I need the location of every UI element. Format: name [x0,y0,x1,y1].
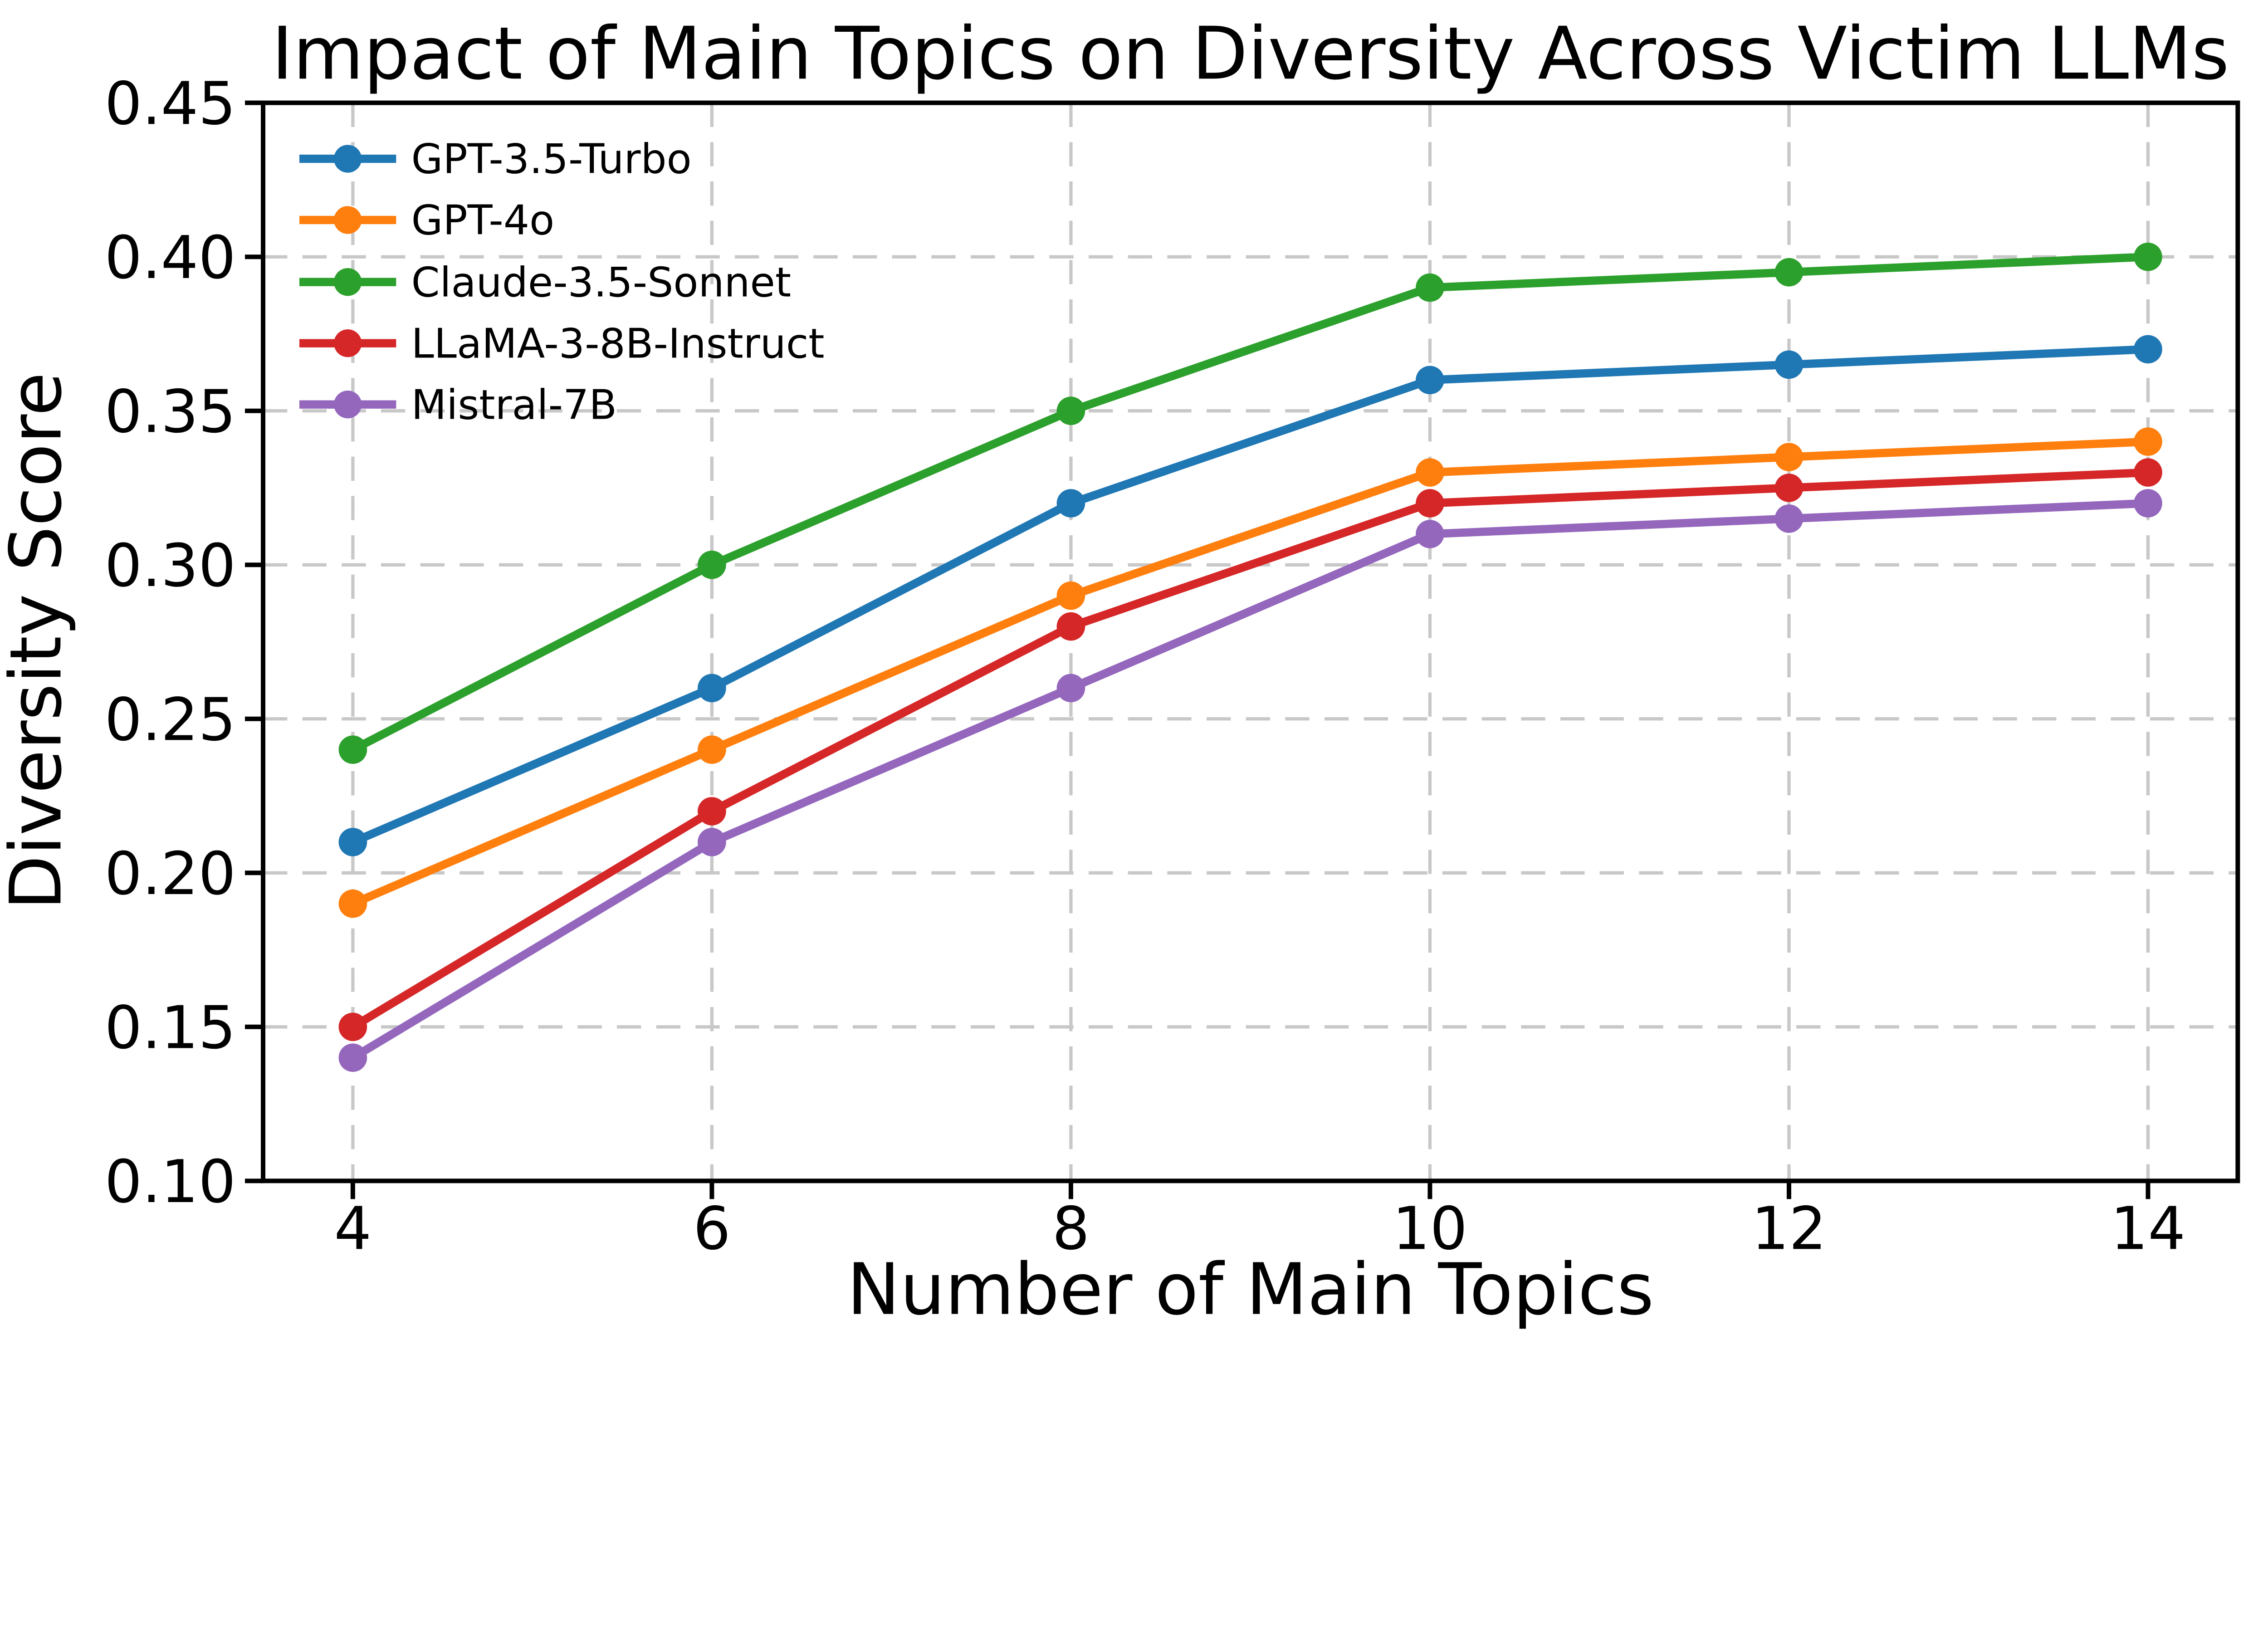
y-tick-label: 0.15 [105,993,236,1062]
series-line-LLaMA-3-8B-Instruct [348,468,2152,1031]
y-axis-label: Diversity Score [0,372,77,910]
legend-label-Claude-3.5-Sonnet: Claude-3.5-Sonnet [411,259,792,306]
legend-layer: GPT-3.5-Turbo GPT-4o Claude-3.5-Sonnet LLaM… [299,136,825,429]
plot-border [261,100,2240,1183]
data-point-Mistral-7B [1416,520,1444,548]
legend-marker-GPT-4o [334,206,362,234]
data-point-Mistral-7B [2134,489,2162,518]
x-tick-label: 4 [334,1194,372,1263]
x-tick-label: 12 [1751,1194,1826,1263]
x-tick-label: 10 [1393,1194,1467,1263]
legend-label-Mistral-7B: Mistral-7B [411,381,617,429]
y-tick-label: 0.40 [105,223,236,292]
data-point-LLaMA-3-8B-Instruct [2134,458,2162,487]
x-tick-label: 14 [2111,1194,2185,1263]
data-point-GPT-3.5-Turbo [2134,335,2162,364]
legend-marker-LLaMA-3-8B-Instruct [334,329,362,357]
legend-marker-Mistral-7B [334,390,362,419]
data-point-GPT-3.5-Turbo [698,674,726,703]
data-point-GPT-4o [1774,443,1804,471]
y-tick-label: 0.25 [105,685,236,754]
data-point-GPT-4o [2134,427,2162,456]
data-point-Claude-3.5-Sonnet [698,550,726,579]
data-point-GPT-3.5-Turbo [1416,366,1444,395]
legend-label-LLaMA-3-8B-Instruct: LLaMA-3-8B-Instruct [411,320,825,367]
legend-label-GPT-4o: GPT-4o [411,197,555,244]
series-line-GPT-4o [348,437,2152,908]
tick-label-layer: 4 6 8 10 12 14 0.10 0.15 0.20 0.25 0.30 0.35 0.40 0.4… [105,69,2186,1263]
x-tick-label: 8 [1052,1194,1090,1263]
series-line-GPT-3.5-Turbo [348,345,2152,846]
data-point-Claude-3.5-Sonnet [2134,242,2162,271]
data-point-LLaMA-3-8B-Instruct [1774,474,1804,502]
line-chart-figure: 4 6 8 10 12 14 0.10 0.15 0.20 0.25 0.30 0.35 0.40 0.4… [0,11,2240,1331]
data-point-GPT-4o [1056,581,1085,610]
legend-marker-GPT-3.5-Turbo [334,145,362,173]
y-tick-label: 0.10 [105,1147,236,1216]
series-line-Claude-3.5-Sonnet [348,253,2152,754]
y-tick-label: 0.35 [105,377,236,446]
data-point-Claude-3.5-Sonnet [338,735,367,764]
y-tick-label: 0.45 [105,69,236,138]
data-point-LLaMA-3-8B-Instruct [1416,489,1444,518]
data-point-Mistral-7B [338,1043,367,1072]
data-point-GPT-3.5-Turbo [1774,350,1804,379]
legend-marker-Claude-3.5-Sonnet [334,268,362,296]
data-point-Mistral-7B [698,828,726,856]
legend-label-GPT-3.5-Turbo: GPT-3.5-Turbo [411,136,692,183]
data-point-GPT-4o [698,735,726,764]
axes-layer [245,100,2240,1199]
data-point-Claude-3.5-Sonnet [1416,273,1444,302]
y-tick-label: 0.20 [105,839,236,908]
diversity-line-chart: 4 6 8 10 12 14 0.10 0.15 0.20 0.25 0.30 0.35 0.40 0.4… [0,11,2240,1331]
data-point-GPT-4o [1416,458,1444,487]
data-point-Claude-3.5-Sonnet [1774,258,1804,287]
x-axis-label: Number of Main Topics [847,1248,1654,1331]
series-line-Mistral-7B [348,499,2152,1062]
data-point-LLaMA-3-8B-Instruct [338,1012,367,1041]
data-point-Claude-3.5-Sonnet [1056,396,1085,425]
data-point-LLaMA-3-8B-Instruct [1056,612,1085,641]
data-point-Mistral-7B [1774,504,1804,533]
data-point-Mistral-7B [1056,674,1085,703]
x-tick-label: 6 [693,1194,731,1263]
data-point-LLaMA-3-8B-Instruct [698,797,726,826]
y-tick-label: 0.30 [105,531,236,600]
data-point-GPT-3.5-Turbo [1056,489,1085,518]
series-layer [338,242,2162,1072]
chart-title: Impact of Main Topics on Diversity Acros… [272,11,2229,96]
data-point-GPT-3.5-Turbo [338,828,367,856]
data-point-GPT-4o [338,889,367,918]
